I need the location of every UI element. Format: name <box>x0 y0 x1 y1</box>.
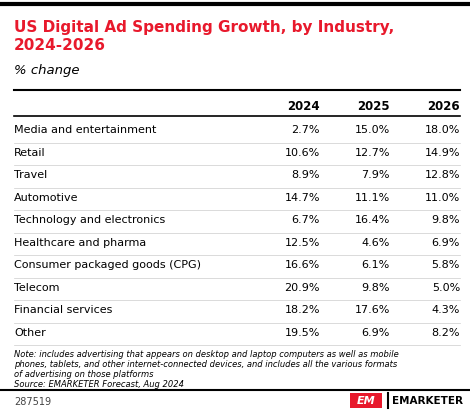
Text: 18.2%: 18.2% <box>284 305 320 315</box>
Text: EMARKETER: EMARKETER <box>392 396 463 406</box>
Text: 7.9%: 7.9% <box>361 170 390 180</box>
Text: 20.9%: 20.9% <box>284 282 320 293</box>
Text: 2024-2026: 2024-2026 <box>14 38 106 53</box>
Text: 19.5%: 19.5% <box>285 328 320 337</box>
Text: Technology and electronics: Technology and electronics <box>14 215 165 225</box>
Text: 2.7%: 2.7% <box>291 125 320 135</box>
Text: 4.6%: 4.6% <box>361 237 390 248</box>
Text: 11.1%: 11.1% <box>355 192 390 203</box>
Text: Media and entertainment: Media and entertainment <box>14 125 157 135</box>
Text: 18.0%: 18.0% <box>424 125 460 135</box>
Text: 10.6%: 10.6% <box>285 147 320 158</box>
Text: 287519: 287519 <box>14 397 51 407</box>
Text: Financial services: Financial services <box>14 305 112 315</box>
Text: 9.8%: 9.8% <box>431 215 460 225</box>
Text: 6.1%: 6.1% <box>362 260 390 270</box>
Text: of advertising on those platforms: of advertising on those platforms <box>14 370 154 379</box>
Text: 2026: 2026 <box>427 100 460 113</box>
Text: Consumer packaged goods (CPG): Consumer packaged goods (CPG) <box>14 260 201 270</box>
Text: 6.9%: 6.9% <box>431 237 460 248</box>
Text: 17.6%: 17.6% <box>355 305 390 315</box>
Text: Note: includes advertising that appears on desktop and laptop computers as well : Note: includes advertising that appears … <box>14 350 399 359</box>
Text: EM: EM <box>357 396 376 406</box>
Text: 16.6%: 16.6% <box>285 260 320 270</box>
Text: Retail: Retail <box>14 147 46 158</box>
Text: 15.0%: 15.0% <box>355 125 390 135</box>
Text: Telecom: Telecom <box>14 282 60 293</box>
Text: Other: Other <box>14 328 46 337</box>
Text: 4.3%: 4.3% <box>431 305 460 315</box>
Text: 12.8%: 12.8% <box>424 170 460 180</box>
Text: 2024: 2024 <box>287 100 320 113</box>
Text: 11.0%: 11.0% <box>425 192 460 203</box>
Text: 6.7%: 6.7% <box>291 215 320 225</box>
Text: Travel: Travel <box>14 170 47 180</box>
Text: Source: EMARKETER Forecast, Aug 2024: Source: EMARKETER Forecast, Aug 2024 <box>14 380 184 389</box>
Text: phones, tablets, and other internet-connected devices, and includes all the vari: phones, tablets, and other internet-conn… <box>14 360 397 369</box>
Text: 5.0%: 5.0% <box>432 282 460 293</box>
Text: 14.7%: 14.7% <box>284 192 320 203</box>
FancyBboxPatch shape <box>350 393 382 408</box>
Text: US Digital Ad Spending Growth, by Industry,: US Digital Ad Spending Growth, by Indust… <box>14 20 394 35</box>
Text: 6.9%: 6.9% <box>361 328 390 337</box>
Text: 8.2%: 8.2% <box>431 328 460 337</box>
Text: 9.8%: 9.8% <box>361 282 390 293</box>
Text: 12.5%: 12.5% <box>285 237 320 248</box>
Text: 12.7%: 12.7% <box>354 147 390 158</box>
Text: Automotive: Automotive <box>14 192 78 203</box>
Text: Healthcare and pharma: Healthcare and pharma <box>14 237 146 248</box>
Text: 16.4%: 16.4% <box>355 215 390 225</box>
Text: 5.8%: 5.8% <box>431 260 460 270</box>
Text: 14.9%: 14.9% <box>424 147 460 158</box>
Text: % change: % change <box>14 64 79 77</box>
Text: 8.9%: 8.9% <box>291 170 320 180</box>
Text: 2025: 2025 <box>357 100 390 113</box>
